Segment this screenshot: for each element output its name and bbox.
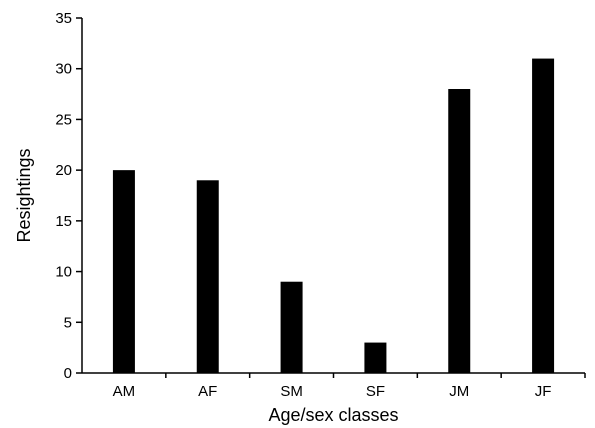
bar-sf (364, 342, 387, 373)
x-tick-label: JF (535, 383, 552, 400)
x-axis-ticks: AM AF SM SF JM JF (113, 373, 586, 400)
x-tick-label: AF (198, 383, 217, 400)
x-tick-label: SF (366, 383, 385, 400)
x-tick-label: SM (280, 383, 303, 400)
y-axis-ticks: 0 5 10 15 20 25 30 35 (55, 10, 82, 382)
bar-jm (448, 89, 471, 373)
x-axis-title: Age/sex classes (268, 405, 398, 425)
bars (112, 58, 555, 373)
y-tick-label: 25 (55, 111, 72, 128)
y-tick-label: 30 (55, 61, 72, 78)
x-tick-label: JM (449, 383, 469, 400)
bar-af (196, 180, 219, 373)
y-tick-label: 5 (64, 314, 72, 331)
bar-am (112, 170, 135, 373)
bar-jf (532, 58, 555, 373)
y-tick-label: 20 (55, 162, 72, 179)
y-tick-label: 15 (55, 213, 72, 230)
x-tick-label: AM (113, 383, 136, 400)
y-axis-title: Resightings (14, 148, 34, 242)
y-tick-label: 10 (55, 264, 72, 281)
bar-sm (280, 281, 303, 373)
y-tick-label: 0 (64, 365, 72, 382)
y-tick-label: 35 (55, 10, 72, 27)
